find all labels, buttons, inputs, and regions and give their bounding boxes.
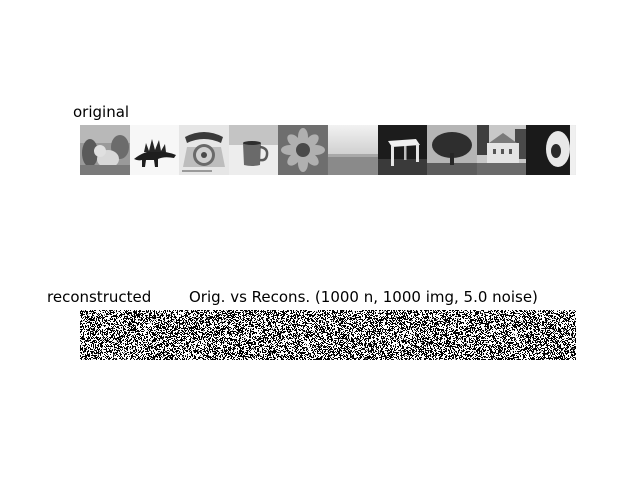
reconstructed-tile-1 — [80, 310, 130, 360]
reconstructed-tile-6 — [328, 310, 379, 360]
reconstructed-tile-2 — [129, 310, 180, 360]
original-image-strip — [80, 125, 577, 175]
tile-sunflower — [278, 125, 329, 175]
reconstructed-tile-5 — [278, 310, 329, 360]
reconstructed-label: reconstructed — [47, 288, 152, 306]
tile-mug — [228, 125, 279, 175]
reconstructed-tile-8 — [427, 310, 478, 360]
tile-tree — [427, 125, 478, 175]
reconstructed-tile-7 — [377, 310, 428, 360]
tile-rotary-phone — [179, 125, 230, 175]
reconstructed-tile-10 — [526, 310, 577, 360]
reconstructed-tile-9 — [476, 310, 527, 360]
tile-portrait — [526, 125, 577, 175]
tile-seascape — [327, 125, 378, 175]
original-label: original — [73, 103, 130, 121]
tile-table — [377, 125, 428, 175]
tile-cat-plants — [80, 125, 130, 175]
reconstructed-tile-3 — [179, 310, 230, 360]
reconstructed-tile-4 — [228, 310, 279, 360]
figure-title: Orig. vs Recons. (1000 n, 1000 img, 5.0 … — [189, 288, 538, 306]
tile-building — [476, 125, 527, 175]
reconstructed-noise-strip — [80, 310, 577, 360]
tile-stegosaurus — [129, 125, 180, 175]
